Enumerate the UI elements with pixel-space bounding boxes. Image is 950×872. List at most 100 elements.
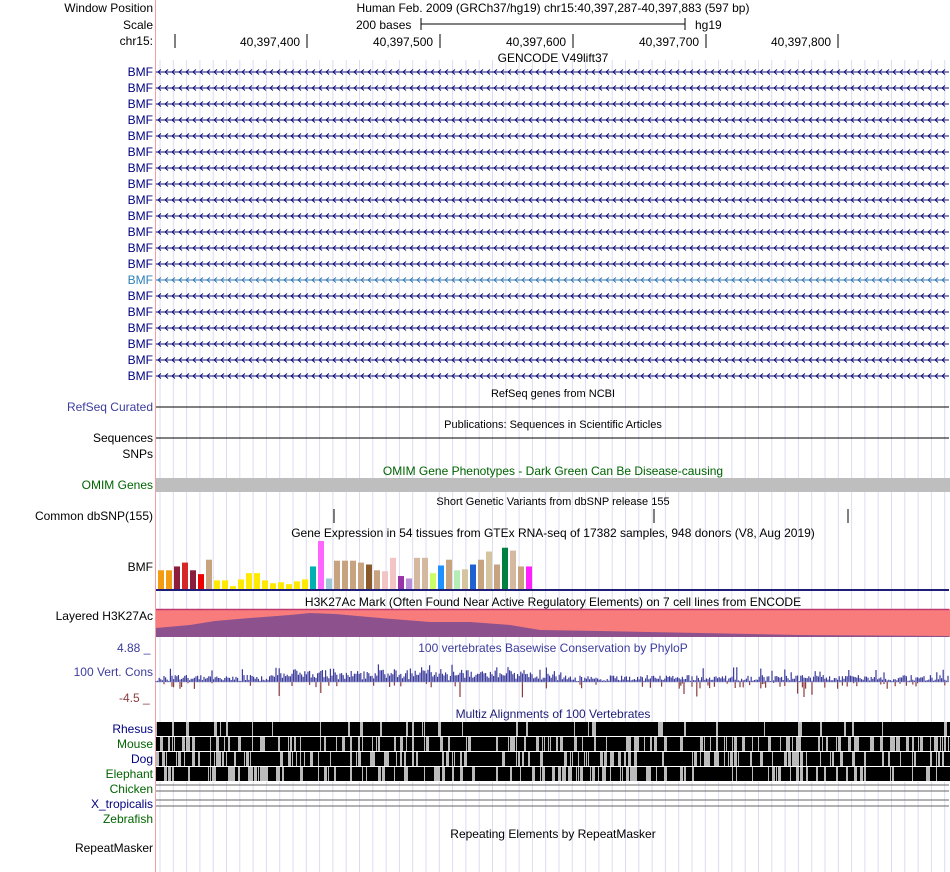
gtex-tissue-bar	[174, 566, 180, 589]
gtex-tissue-bar	[486, 551, 492, 589]
gtex-tissue-bar	[262, 580, 268, 589]
phylop-label[interactable]: 100 Vert. Cons	[73, 665, 153, 679]
gtex-tissue-bar	[438, 565, 444, 589]
alignment-bar	[156, 737, 950, 751]
gtex-tissue-bar	[518, 566, 524, 589]
chrom-label[interactable]: chr15:	[119, 34, 153, 48]
gtex-tissue-bar	[214, 580, 220, 589]
ruler-tick-label: 40,397,600	[506, 35, 567, 49]
gtex-tissue-bar	[470, 564, 476, 589]
gtex-tissue-bar	[422, 557, 428, 589]
gencode-track-label[interactable]: BMF	[127, 321, 153, 335]
scale-label[interactable]: Scale	[122, 18, 153, 32]
strand-arrows	[157, 197, 946, 203]
gencode-track-label[interactable]: BMF	[127, 369, 153, 383]
phylop-title: 100 vertebrates Basewise Conservation by…	[418, 641, 688, 655]
gencode-track-label[interactable]: BMF	[127, 257, 153, 271]
multiz-species-label[interactable]: Elephant	[105, 767, 153, 781]
gtex-tissue-bar	[182, 562, 188, 589]
gtex-tissue-bar	[206, 559, 212, 589]
gencode-track-label[interactable]: BMF	[127, 113, 153, 127]
omim-label[interactable]: OMIM Genes	[81, 478, 153, 492]
strand-arrows	[157, 133, 946, 139]
multiz-species-label[interactable]: Chicken	[109, 782, 153, 796]
gencode-track-label[interactable]: BMF	[127, 225, 153, 239]
pubs-label[interactable]: Sequences	[92, 431, 153, 445]
gtex-tissue-bar	[382, 571, 388, 589]
strand-arrows	[157, 181, 946, 187]
strand-arrows	[157, 69, 946, 75]
gencode-track-label[interactable]: BMF	[127, 337, 153, 351]
gencode-track-label[interactable]: BMF	[127, 305, 153, 319]
rmsk-label[interactable]: RepeatMasker	[74, 841, 153, 855]
gtex-tissue-bar	[478, 559, 484, 589]
ruler-tick-label: 40,397,400	[240, 35, 301, 49]
snps-label[interactable]: SNPs	[122, 447, 153, 461]
gtex-tissue-bar	[462, 569, 468, 589]
gtex-tissue-bar	[166, 570, 172, 589]
gencode-track-label[interactable]: BMF	[127, 193, 153, 207]
window-position-label[interactable]: Window Position	[64, 1, 153, 15]
gtex-tissue-bar	[270, 583, 276, 589]
gtex-tissue-bar	[414, 557, 420, 589]
multiz-species-label[interactable]: Zebrafish	[102, 812, 153, 826]
gencode-track-label[interactable]: BMF	[127, 129, 153, 143]
gencode-track-label[interactable]: BMF	[127, 145, 153, 159]
gtex-tissue-bar	[310, 566, 316, 589]
gtex-tissue-bar	[398, 576, 404, 589]
strand-arrows	[157, 149, 946, 155]
gtex-tissue-bar	[198, 574, 204, 589]
gencode-track-label[interactable]: BMF	[127, 353, 153, 367]
gencode-track-label[interactable]: BMF	[127, 161, 153, 175]
refseq-label[interactable]: RefSeq Curated	[66, 400, 153, 414]
gtex-label[interactable]: BMF	[127, 560, 153, 574]
multiz-species-label[interactable]: X_tropicalis	[90, 797, 153, 811]
gtex-tissue-bar	[358, 562, 364, 589]
gencode-title: GENCODE V49lift37	[497, 51, 609, 65]
gtex-tissue-bar	[254, 573, 260, 589]
gtex-tissue-bar	[190, 570, 196, 589]
strand-arrows	[157, 341, 946, 347]
gtex-tissue-bar	[238, 579, 244, 589]
gtex-tissue-bar	[246, 573, 252, 589]
multiz-species-label[interactable]: Dog	[130, 752, 153, 766]
scale-bar-text: 200 bases	[356, 18, 412, 32]
gencode-track-label[interactable]: BMF	[127, 241, 153, 255]
db-label: hg19	[695, 18, 722, 32]
phylop-positive	[155, 664, 949, 682]
position-title: Human Feb. 2009 (GRCh37/hg19) chr15:40,3…	[356, 1, 750, 15]
gtex-tissue-bar	[510, 550, 516, 589]
gtex-tissue-bar	[446, 559, 452, 589]
dbsnp-label[interactable]: Common dbSNP(155)	[34, 509, 153, 523]
strand-arrows	[157, 261, 946, 267]
gtex-tissue-bar	[342, 560, 348, 589]
gencode-track-label[interactable]: BMF	[127, 97, 153, 111]
gtex-tissue-bar	[302, 579, 308, 589]
phylop-min-label: -4.5 _	[119, 691, 150, 705]
strand-arrows	[157, 373, 946, 379]
strand-arrows	[157, 245, 946, 251]
strand-arrows	[157, 293, 946, 299]
multiz-species-label[interactable]: Mouse	[116, 737, 153, 751]
gencode-track-label[interactable]: BMF	[127, 273, 153, 287]
dbsnp-title: Short Genetic Variants from dbSNP releas…	[436, 496, 670, 508]
pubs-title: Publications: Sequences in Scientific Ar…	[444, 419, 662, 431]
h3k27ac-label[interactable]: Layered H3K27Ac	[55, 609, 153, 623]
gencode-track-label[interactable]: BMF	[127, 177, 153, 191]
gtex-tissue-bar	[494, 564, 500, 589]
omim-bar	[156, 478, 950, 492]
gtex-tissue-bar	[366, 564, 372, 589]
gencode-track-label[interactable]: BMF	[127, 65, 153, 79]
ruler-tick-label: 40,397,500	[373, 35, 434, 49]
gtex-tissue-bar	[374, 570, 380, 589]
multiz-species-label[interactable]: Rhesus	[112, 722, 153, 736]
strand-arrows	[157, 325, 946, 331]
gencode-track-label[interactable]: BMF	[127, 289, 153, 303]
gtex-tissue-bar	[350, 560, 356, 589]
strand-arrows	[157, 277, 946, 283]
gencode-track-label[interactable]: BMF	[127, 209, 153, 223]
gencode-track-label[interactable]: BMF	[127, 81, 153, 95]
gtex-title: Gene Expression in 54 tissues from GTEx …	[291, 526, 815, 540]
